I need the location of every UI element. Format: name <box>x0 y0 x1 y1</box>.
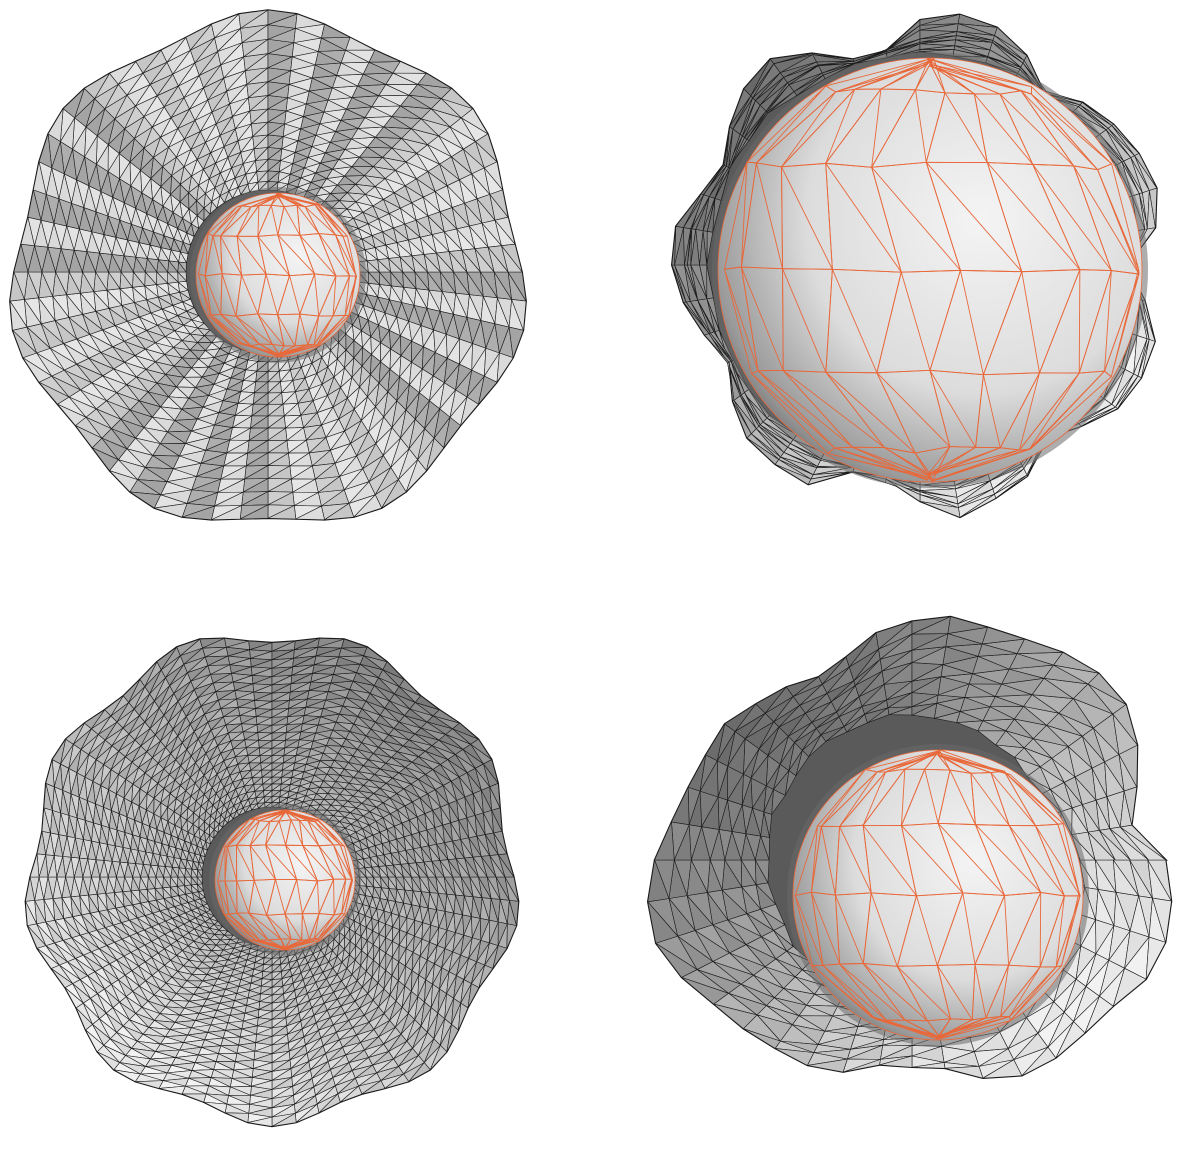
mesh-bottom-right <box>646 570 1181 1150</box>
mesh-bottom-left <box>10 615 535 1140</box>
inner-sphere <box>195 192 361 358</box>
mesh-top-right <box>655 0 1181 530</box>
inner-sphere <box>717 57 1143 483</box>
inner-sphere-wire <box>723 57 1140 483</box>
mesh-bottom-left-drawing <box>24 637 520 1128</box>
inner-sphere-wire <box>197 192 358 358</box>
outer-mesh <box>24 637 520 1128</box>
inner-sphere-wire <box>794 749 1081 1040</box>
mesh-top-left <box>0 0 540 545</box>
inner-sphere-wire <box>217 809 354 951</box>
mesh-top-left-drawing <box>9 9 527 521</box>
inner-sphere <box>792 749 1084 1041</box>
mesh-top-right-drawing <box>670 13 1158 519</box>
mesh-bottom-right-drawing <box>646 615 1173 1080</box>
inner-sphere <box>214 809 356 951</box>
